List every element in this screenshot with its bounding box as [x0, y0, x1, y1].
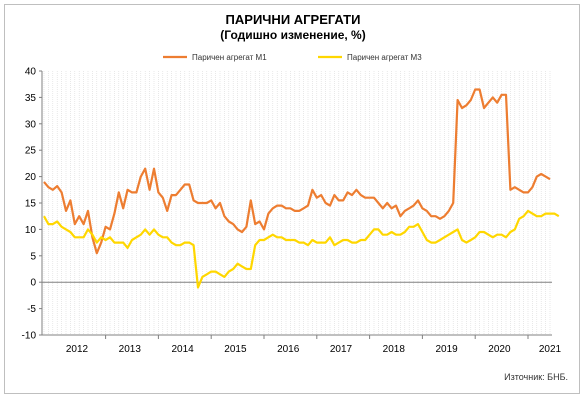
y-tick-label: 20: [25, 172, 37, 183]
legend-item-m3: Паричен агрегат М3: [347, 53, 422, 62]
y-tick-label: -5: [27, 304, 36, 315]
legend: Паричен агрегат М1 Паричен агрегат М3: [163, 53, 422, 62]
y-tick-label: 35: [25, 93, 37, 104]
series-lines: [43, 88, 560, 289]
x-tick-labels: 2012 2013 2014 2015 2016 2017 2018 2019 2020 2021: [66, 335, 562, 355]
series-line-m3: [43, 209, 560, 289]
x-tick-label: 2020: [488, 344, 511, 355]
grid-lines: [43, 71, 551, 335]
x-tick-label: 2017: [330, 344, 353, 355]
y-tick-label: 0: [30, 278, 36, 289]
x-tick-label: 2014: [171, 344, 194, 355]
y-tick-label: 10: [25, 225, 37, 236]
x-tick-label: 2018: [383, 344, 406, 355]
y-tick-label: 15: [25, 199, 37, 210]
chart-subtitle: (Годишно изменение, %): [220, 28, 366, 42]
y-tick-label: 30: [25, 119, 37, 130]
legend-item-m1: Паричен агрегат М1: [192, 53, 267, 62]
y-tick-label: -10: [22, 331, 37, 342]
x-tick-label: 2019: [435, 344, 458, 355]
x-tick-label: 2015: [224, 344, 247, 355]
x-tick-label: 2013: [119, 344, 142, 355]
chart-title: ПАРИЧНИ АГРЕГАТИ: [225, 12, 361, 27]
x-tick-label: 2012: [66, 344, 89, 355]
y-tick-labels: -10 -5 0 5 10 15 20 25 30 35 40: [22, 67, 42, 342]
source-note: Източник: БНБ.: [504, 372, 568, 382]
x-tick-label: 2021: [539, 344, 562, 355]
y-tick-label: 25: [25, 146, 37, 157]
x-tick-label: 2016: [277, 344, 300, 355]
series-line-m1: [43, 88, 551, 255]
y-tick-label: 40: [25, 67, 37, 78]
y-tick-label: 5: [30, 251, 36, 262]
